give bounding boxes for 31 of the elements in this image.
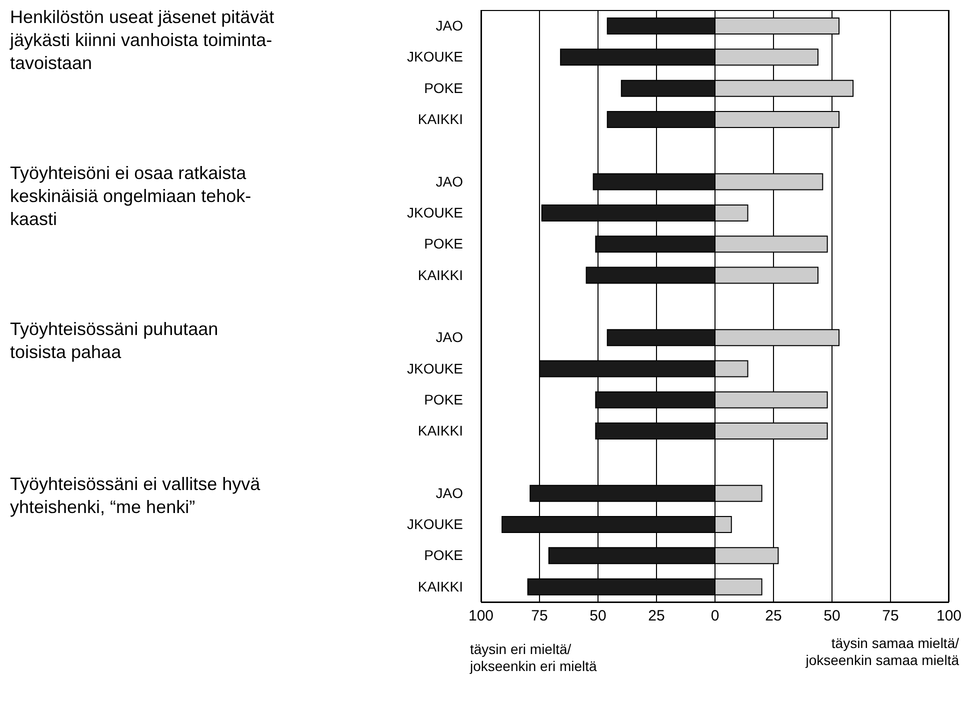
x-tick-label: 50	[590, 608, 606, 625]
y-tick-label: JKOUKE	[406, 204, 463, 220]
y-tick-label: JKOUKE	[406, 516, 463, 532]
x-tick-label: 75	[882, 608, 899, 625]
x-tick-label: 25	[648, 608, 665, 625]
y-tick-label: POKE	[424, 236, 463, 252]
x-tick-label: 75	[531, 608, 548, 625]
y-tick-label: POKE	[424, 547, 463, 564]
y-tick-label: KAIKKI	[418, 111, 463, 128]
y-tick-label: JAO	[436, 173, 464, 190]
text: Työyhteisöni ei osaa ratkaista keskinäisiä ongelmiaan tehok- kaasti	[10, 162, 252, 229]
text: täysin eri mieltä/ jokseenkin eri mieltä	[470, 641, 597, 675]
y-tick-label: POKE	[424, 391, 463, 408]
y-tick-label: POKE	[424, 80, 463, 96]
text: täysin samaa mieltä/ jokseenkin samaa mieltä	[806, 635, 959, 669]
x-tick-label: 100	[468, 608, 494, 625]
text: Henkilöstön useat jäsenet pitävät jäykästi kiinni vanhoista toiminta- tavoistaan	[10, 7, 274, 73]
y-tick-label: JAO	[436, 484, 464, 501]
y-tick-label: JKOUKE	[406, 360, 463, 376]
y-tick-label: KAIKKI	[418, 422, 463, 439]
x-tick-label: 25	[765, 608, 782, 625]
y-tick-label: JAO	[436, 18, 464, 34]
x-tick-label: 50	[824, 608, 840, 625]
y-tick-label: JAO	[436, 329, 464, 346]
y-tick-label: KAIKKI	[418, 266, 463, 283]
text: Työyhteisössäni ei vallitse hyvä yhteishenki, “me henki”	[10, 474, 260, 518]
y-tick-label: JKOUKE	[406, 48, 463, 65]
x-tick-label: 0	[710, 608, 720, 625]
y-tick-label: KAIKKI	[418, 578, 463, 594]
text: Työyhteisössäni puhutaan toisista pahaa	[10, 318, 218, 362]
x-tick-label: 100	[936, 608, 962, 625]
